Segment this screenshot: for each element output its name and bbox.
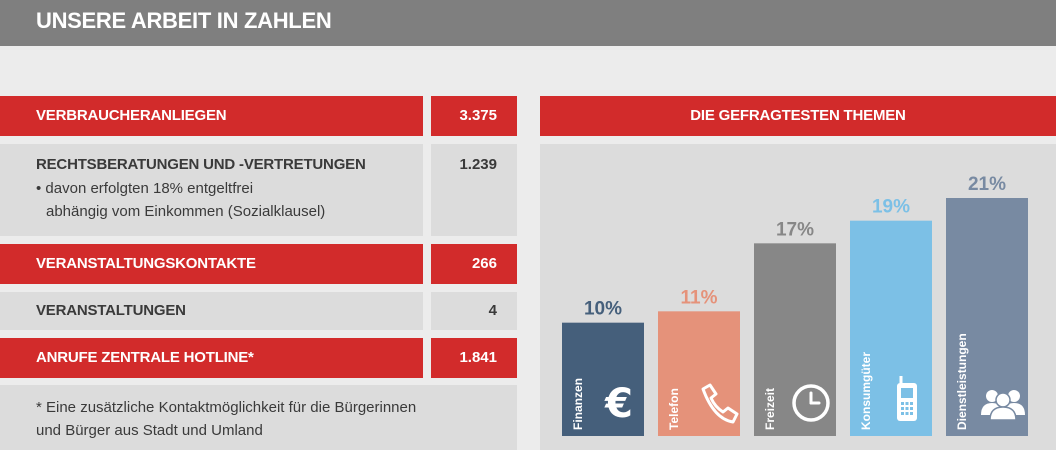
- footnote-box: * Eine zusätzliche Kontaktmöglichkeit fü…: [0, 385, 517, 450]
- stat-value: 266: [471, 255, 497, 272]
- people-icon: [981, 390, 1025, 421]
- stat-value: 4: [488, 302, 497, 319]
- stat-value: 1.239: [459, 156, 497, 173]
- bar-finanzen: [562, 322, 644, 436]
- stat-value-cell: 3.375: [431, 96, 517, 136]
- stat-subtext-line-2: abhängig vom Einkommen (Sozialklausel): [46, 203, 326, 220]
- stat-row-verbraucheranliegen: VERBRAUCHERANLIEGEN 3.375: [0, 96, 517, 136]
- bar-telefon: [658, 311, 740, 436]
- stat-value: 3.375: [459, 107, 497, 124]
- svg-text:€: €: [604, 381, 633, 427]
- bar-value-label: 11%: [681, 287, 718, 308]
- bar-category-label: Telefon: [667, 388, 681, 430]
- bar-value-label: 19%: [872, 197, 910, 218]
- stat-label: ANRUFE ZENTRALE HOTLINE*: [36, 349, 254, 366]
- stat-label: VERANSTALTUNGEN: [36, 302, 186, 319]
- chart-title-bar: DIE GEFRAGTESTEN THEMEN: [540, 96, 1056, 136]
- bar-konsumgüter: [850, 220, 932, 436]
- stat-value: 1.841: [459, 349, 497, 366]
- euro-icon: €: [604, 381, 633, 427]
- bar-category-label: Dienstleistungen: [955, 333, 969, 430]
- stat-row-veranstaltungskontakte: VERANSTALTUNGSKONTAKTE 266: [0, 244, 517, 284]
- stat-label-cell: VERBRAUCHERANLIEGEN: [0, 96, 423, 136]
- stat-label-cell: VERANSTALTUNGEN: [0, 292, 423, 330]
- stat-label-cell: ANRUFE ZENTRALE HOTLINE*: [0, 338, 423, 378]
- stat-row-hotline: ANRUFE ZENTRALE HOTLINE* 1.841: [0, 338, 517, 378]
- stat-value-cell: 4: [431, 292, 517, 330]
- stat-label-cell: RECHTSBERATUNGEN UND -VERTRETUNGEN • dav…: [0, 144, 423, 236]
- mobile-phone-icon: [897, 376, 917, 421]
- page-header: UNSERE ARBEIT IN ZAHLEN: [0, 0, 1056, 46]
- chart-panel: 10% Finanzen €11% Telefon 17% Freizeit 19% Kons…: [540, 144, 1056, 450]
- stat-value-cell: 1.841: [431, 338, 517, 378]
- topics-bar-chart: 10% Finanzen €11% Telefon 17% Freizeit 19% Kons…: [562, 174, 1028, 436]
- stat-label: VERBRAUCHERANLIEGEN: [36, 107, 227, 124]
- footnote-text: * Eine zusätzliche Kontaktmöglichkeit fü…: [36, 399, 417, 439]
- stat-row-veranstaltungen: VERANSTALTUNGEN 4: [0, 292, 517, 330]
- bar-value-label: 10%: [584, 299, 622, 320]
- bar-value-label: 17%: [776, 219, 814, 240]
- bar-category-label: Finanzen: [571, 378, 585, 430]
- stat-value-cell: 1.239: [431, 144, 517, 236]
- stat-subtext-line-1: • davon erfolgten 18% entgeltfrei: [36, 180, 254, 197]
- stat-label-cell: VERANSTALTUNGSKONTAKTE: [0, 244, 423, 284]
- stat-row-rechtsberatungen: RECHTSBERATUNGEN UND -VERTRETUNGEN • dav…: [0, 144, 517, 236]
- stat-label: VERANSTALTUNGSKONTAKTE: [36, 255, 256, 272]
- bar-category-label: Konsumgüter: [859, 352, 873, 430]
- bar-category-label: Freizeit: [763, 388, 777, 430]
- clock-icon: [792, 384, 830, 422]
- chart-title: DIE GEFRAGTESTEN THEMEN: [690, 107, 906, 124]
- stat-label: RECHTSBERATUNGEN UND -VERTRETUNGEN: [36, 156, 366, 173]
- bar-value-label: 21%: [968, 174, 1006, 195]
- page-title: UNSERE ARBEIT IN ZAHLEN: [36, 8, 332, 33]
- stat-value-cell: 266: [431, 244, 517, 284]
- phone-icon: [701, 383, 739, 424]
